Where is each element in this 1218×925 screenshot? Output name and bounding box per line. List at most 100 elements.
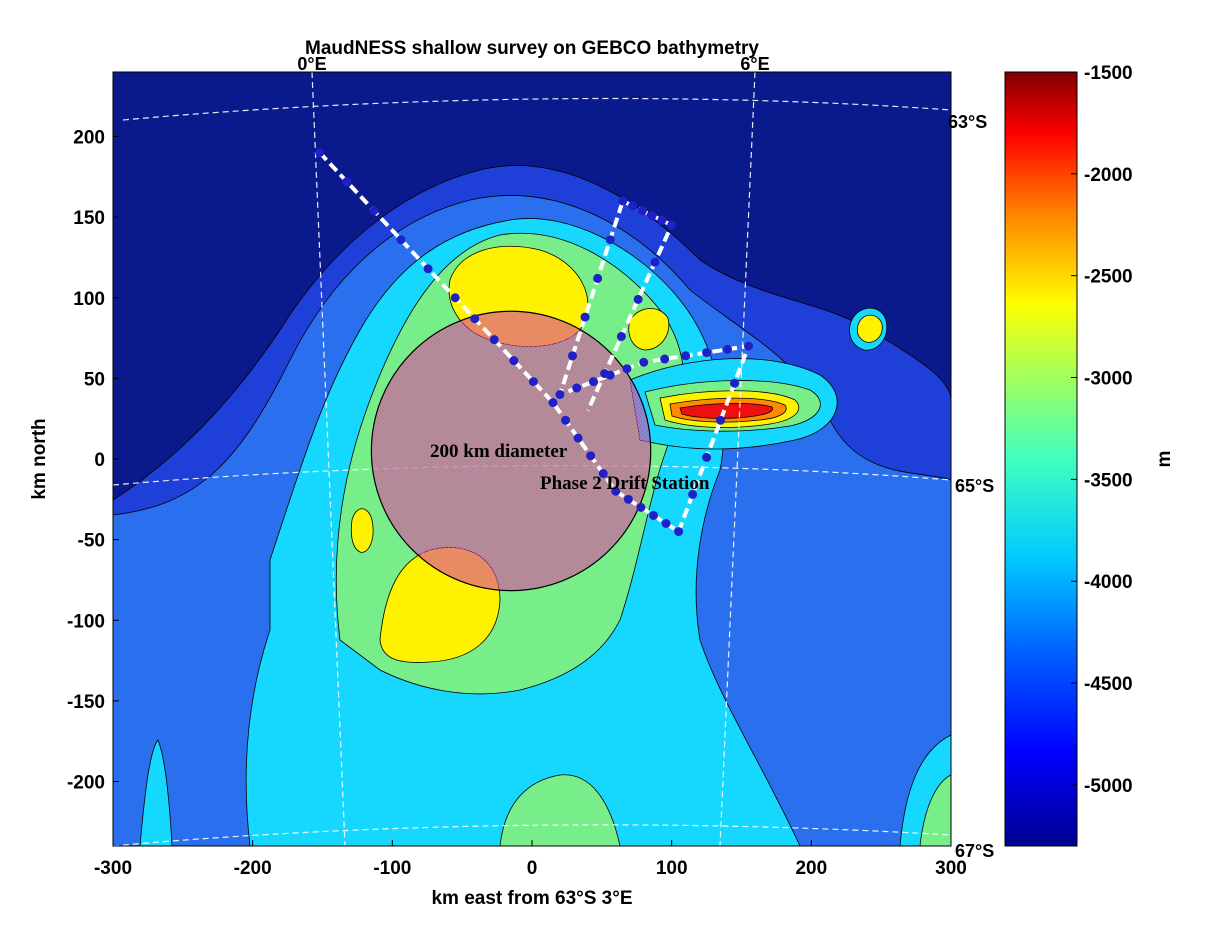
track-station bbox=[572, 383, 582, 393]
track-station bbox=[723, 344, 733, 354]
x-tick-label: 0 bbox=[527, 858, 538, 879]
track-station bbox=[423, 264, 433, 274]
ridge-arm-red bbox=[679, 402, 773, 419]
track-station bbox=[528, 377, 538, 387]
track-station bbox=[580, 312, 590, 322]
y-tick-label: 50 bbox=[84, 369, 105, 390]
seamount-east-yellow bbox=[856, 314, 883, 343]
y-axis: 200 150 100 50 0 -50 -100 -150 -200 bbox=[67, 128, 119, 794]
colorbar-tick-label: -2000 bbox=[1084, 165, 1133, 186]
x-tick-label: -300 bbox=[94, 858, 132, 879]
colorbar-tick-label: -4000 bbox=[1084, 572, 1133, 593]
track-station bbox=[628, 201, 638, 211]
track-station bbox=[730, 378, 740, 388]
track-station bbox=[674, 527, 684, 537]
track-station bbox=[743, 341, 753, 351]
track-station bbox=[489, 335, 499, 345]
chart-title: MaudNESS shallow survey on GEBCO bathyme… bbox=[305, 38, 759, 59]
x-tick-label: 200 bbox=[795, 858, 827, 879]
track-station bbox=[639, 357, 649, 367]
track-station bbox=[598, 469, 608, 479]
track-station bbox=[548, 398, 558, 408]
track-station bbox=[623, 494, 633, 504]
track-station bbox=[611, 486, 621, 496]
track-station bbox=[681, 351, 691, 361]
track-station bbox=[650, 257, 660, 267]
southwest-cyan-patch bbox=[139, 739, 173, 846]
y-tick-label: -100 bbox=[67, 611, 105, 632]
track-station bbox=[593, 273, 603, 283]
y-tick-label: -150 bbox=[67, 692, 105, 713]
circle-annotation: 200 km diameter bbox=[430, 441, 568, 462]
colorbar bbox=[1004, 71, 1078, 847]
meridian-6e bbox=[719, 72, 756, 846]
track-station bbox=[618, 196, 628, 206]
plateau-yellow-east bbox=[628, 308, 670, 351]
survey-circle bbox=[370, 310, 652, 592]
track-station bbox=[660, 354, 670, 364]
parallel-67s bbox=[113, 824, 951, 846]
lon-label-6e: 6°E bbox=[740, 54, 769, 74]
track-station bbox=[702, 348, 712, 358]
track-station bbox=[657, 215, 667, 225]
y-tick-label: -200 bbox=[67, 773, 105, 794]
colorbar-ticks: -1500 -2000 -2500 -3000 -3500 -4000 -4500 -5000 bbox=[1071, 63, 1133, 797]
seamount-flank-green bbox=[499, 774, 621, 846]
track-station bbox=[633, 294, 643, 304]
y-axis-label: km north bbox=[29, 418, 50, 499]
track-station bbox=[702, 452, 712, 462]
lon-label-0e: 0°E bbox=[297, 54, 326, 74]
x-tick-label: -100 bbox=[373, 858, 411, 879]
colorbar-tick-label: -4500 bbox=[1084, 674, 1133, 695]
track-station bbox=[586, 451, 596, 461]
lat-label-65s: 65°S bbox=[955, 476, 994, 496]
track-station bbox=[600, 369, 610, 379]
x-tick-label: 100 bbox=[656, 858, 688, 879]
west-yellow-patch bbox=[350, 508, 374, 553]
colorbar-tick-label: -1500 bbox=[1084, 63, 1133, 84]
parallel-63s bbox=[122, 97, 951, 121]
track-station bbox=[622, 364, 632, 374]
colorbar-tick-label: -3500 bbox=[1084, 470, 1133, 491]
y-tick-label: 150 bbox=[73, 208, 105, 229]
meridian-0e bbox=[311, 72, 346, 846]
x-axis-label: km east from 63°S 3°E bbox=[431, 888, 632, 909]
track-station bbox=[470, 314, 480, 324]
track-station bbox=[636, 502, 646, 512]
track-station bbox=[555, 390, 565, 399]
track-station bbox=[661, 519, 671, 528]
y-tick-label: 100 bbox=[73, 289, 105, 310]
track-station bbox=[369, 206, 379, 216]
track-station bbox=[450, 293, 460, 303]
track-station bbox=[667, 220, 677, 230]
x-tick-label: -200 bbox=[234, 858, 272, 879]
track-station bbox=[637, 206, 647, 216]
track-station bbox=[588, 377, 598, 387]
bathymetry-map: 200 km diameter Phase 2 Drift Station bbox=[113, 72, 951, 846]
lat-label-63s: 63°S bbox=[948, 112, 987, 132]
x-axis: -300 -200 -100 0 100 200 300 bbox=[94, 840, 967, 879]
y-tick-label: 0 bbox=[94, 450, 105, 471]
track-stations bbox=[315, 148, 753, 537]
track-station bbox=[315, 148, 325, 158]
track-station bbox=[616, 331, 626, 341]
y-tick-label: -50 bbox=[78, 531, 105, 552]
x-tick-label: 300 bbox=[935, 858, 967, 879]
track-station bbox=[573, 433, 583, 443]
track-station bbox=[716, 415, 726, 425]
colorbar-tick-label: -5000 bbox=[1084, 776, 1133, 797]
station-annotation: Phase 2 Drift Station bbox=[540, 473, 710, 494]
y-tick-label: 200 bbox=[73, 128, 105, 149]
track-station bbox=[396, 235, 406, 245]
track-station bbox=[649, 510, 659, 520]
track-station bbox=[509, 356, 519, 366]
track-station bbox=[342, 177, 352, 187]
colorbar-label: m bbox=[1154, 451, 1175, 468]
track-station bbox=[688, 489, 698, 499]
track-station bbox=[605, 235, 615, 245]
track-station bbox=[647, 211, 657, 221]
track-station bbox=[561, 415, 571, 425]
lat-label-67s: 67°S bbox=[955, 841, 994, 861]
colorbar-tick-label: -3000 bbox=[1084, 369, 1133, 390]
